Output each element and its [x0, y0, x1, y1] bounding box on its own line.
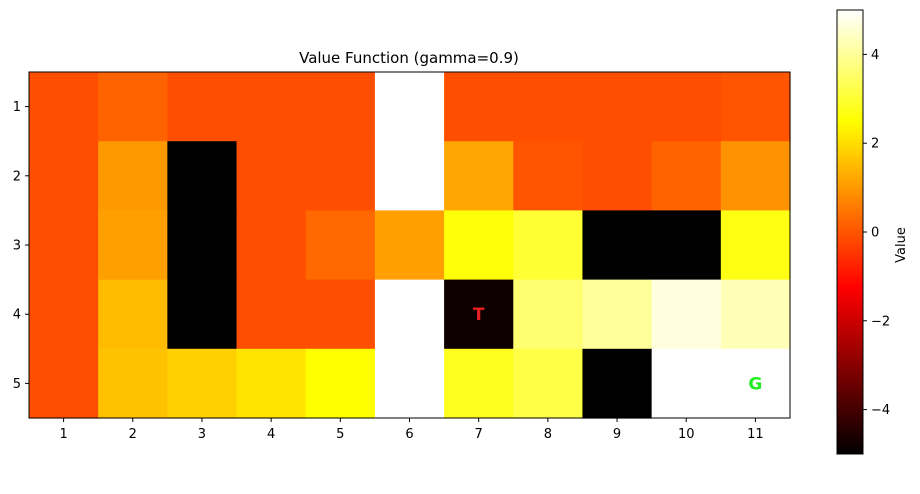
heatmap-cells — [29, 72, 791, 419]
heatmap-cell — [651, 210, 722, 281]
heatmap-cell — [236, 72, 307, 142]
heatmap-cell — [98, 279, 168, 350]
heatmap-cell — [582, 72, 653, 142]
heatmap-cell — [29, 210, 99, 281]
colorbar-tick-label: 2 — [871, 137, 879, 152]
colorbar-tick-label: −4 — [871, 403, 890, 418]
y-tick-label: 2 — [13, 169, 21, 184]
heatmap-cell — [513, 141, 584, 211]
colorbar-tick-label: −2 — [871, 314, 890, 329]
heatmap-cell — [444, 72, 514, 142]
heatmap-cell — [29, 141, 99, 211]
heatmap-cell — [582, 279, 653, 350]
heatmap-cell — [374, 279, 445, 350]
x-tick-label: 5 — [336, 427, 344, 442]
x-tick-label: 3 — [198, 427, 206, 442]
heatmap-cell — [720, 348, 791, 419]
heatmap-cell — [513, 348, 584, 419]
heatmap-cell — [513, 210, 584, 281]
heatmap-cell — [444, 141, 514, 211]
heatmap-cell — [651, 72, 722, 142]
x-axis: 1 2 3 4 5 6 7 8 9 10 11 — [59, 418, 764, 442]
heatmap-cell — [236, 210, 307, 281]
heatmap-cell — [444, 210, 514, 281]
x-tick-label: 4 — [267, 427, 275, 442]
heatmap-cell — [374, 348, 445, 419]
heatmap-cell — [98, 141, 168, 211]
heatmap-cell — [167, 348, 238, 419]
heatmap-cell — [236, 348, 307, 419]
heatmap-cell — [236, 141, 307, 211]
heatmap-cell — [651, 279, 722, 350]
heatmap-cell — [305, 72, 376, 142]
x-tick-label: 7 — [475, 427, 483, 442]
cell-annotation: T — [473, 305, 485, 325]
heatmap-cell — [167, 72, 238, 142]
y-tick-label: 5 — [13, 377, 21, 392]
heatmap-cell — [651, 348, 722, 419]
heatmap-cell — [513, 279, 584, 350]
heatmap-cell — [513, 72, 584, 142]
heatmap-annotations: TG — [473, 305, 763, 394]
x-tick-label: 6 — [405, 427, 413, 442]
heatmap-cell — [374, 210, 445, 281]
heatmap-cell — [582, 348, 653, 419]
x-tick-label: 11 — [747, 427, 764, 442]
heatmap-cell — [98, 72, 168, 142]
heatmap-cell — [167, 141, 238, 211]
heatmap-cell — [305, 210, 376, 281]
heatmap-cell — [98, 210, 168, 281]
heatmap-cell — [29, 348, 99, 419]
heatmap-cell — [167, 279, 238, 350]
heatmap-cell — [582, 210, 653, 281]
chart-title: Value Function (gamma=0.9) — [299, 49, 519, 67]
colorbar-tick-label: 0 — [871, 226, 879, 241]
cell-annotation: G — [748, 374, 762, 394]
y-tick-label: 4 — [13, 308, 21, 323]
colorbar-ticks: 4 2 0 −2 −4 — [863, 48, 890, 418]
heatmap-cell — [720, 141, 791, 211]
heatmap-cell — [236, 279, 307, 350]
heatmap-cell — [720, 210, 791, 281]
x-tick-label: 9 — [613, 427, 621, 442]
heatmap-cell — [720, 279, 791, 350]
heatmap-cell — [720, 72, 791, 142]
heatmap-cell — [444, 348, 514, 419]
heatmap-cell — [305, 279, 376, 350]
x-tick-label: 1 — [59, 427, 67, 442]
heatmap-cell — [167, 210, 238, 281]
heatmap-cell — [374, 141, 445, 211]
colorbar — [836, 9, 864, 455]
x-tick-label: 8 — [544, 427, 552, 442]
heatmap-cell — [29, 72, 99, 142]
heatmap-cell — [651, 141, 722, 211]
heatmap-cell — [374, 72, 445, 142]
heatmap-cell — [582, 141, 653, 211]
heatmap-cell — [444, 279, 514, 350]
y-tick-label: 1 — [13, 100, 21, 115]
heatmap-cell — [305, 141, 376, 211]
heatmap-cell — [305, 348, 376, 419]
heatmap-cell — [29, 279, 99, 350]
y-tick-label: 3 — [13, 239, 21, 254]
x-tick-label: 10 — [678, 427, 695, 442]
heatmap-cell — [98, 348, 168, 419]
colorbar-label: Value — [894, 227, 909, 263]
colorbar-tick-label: 4 — [871, 48, 879, 63]
y-axis: 1 2 3 4 5 — [13, 100, 29, 392]
x-tick-label: 2 — [129, 427, 137, 442]
